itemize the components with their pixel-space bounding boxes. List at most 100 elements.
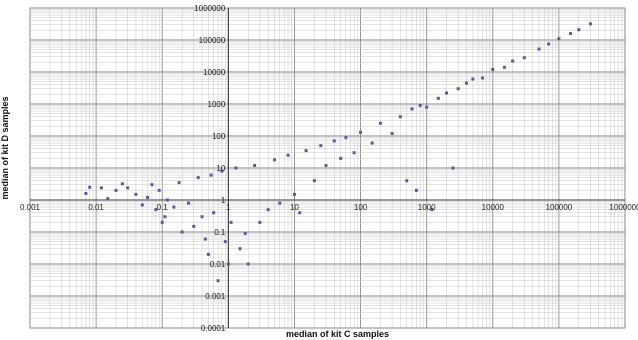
x-tick-label: 1 [226, 203, 231, 212]
scatter-point [352, 151, 356, 155]
x-tick-label: 0.1 [157, 203, 169, 212]
scatter-point [418, 103, 422, 107]
y-tick-label: 10 [216, 164, 225, 173]
scatter-point [344, 135, 348, 139]
scatter-point [359, 130, 363, 134]
scatter-point [220, 169, 224, 173]
scatter-point [234, 166, 238, 170]
scatter-point [226, 262, 230, 266]
scatter-point [196, 176, 200, 180]
scatter-point [502, 65, 506, 69]
scatter-point [172, 205, 176, 209]
scatter-point [414, 188, 418, 192]
scatter-point [88, 185, 92, 189]
scatter-point [134, 192, 138, 196]
scatter-point [547, 42, 551, 46]
scatter-point [266, 208, 270, 212]
data-points [84, 22, 592, 283]
scatter-point [569, 31, 573, 35]
scatter-point [390, 131, 394, 135]
scatter-point [273, 158, 277, 162]
scatter-point [203, 237, 207, 241]
x-tick-label: 100000 [546, 203, 573, 212]
scatter-point [154, 208, 158, 212]
x-tick-label: 1000000 [609, 203, 638, 212]
scatter-point [451, 166, 455, 170]
y-tick-label: 0.01 [210, 260, 226, 269]
scatter-point [410, 107, 414, 111]
scatter-point [405, 179, 409, 183]
x-tick-label: 10 [290, 203, 299, 212]
scatter-point [471, 77, 475, 81]
axes [30, 8, 625, 328]
scatter-point [319, 144, 323, 148]
scatter-point [209, 173, 213, 177]
scatter-point [312, 179, 316, 183]
scatter-point [253, 163, 257, 167]
scatter-point [246, 262, 250, 266]
scatter-point [177, 181, 181, 185]
y-tick-label: 100000 [199, 36, 226, 45]
scatter-point [430, 208, 434, 212]
scatter-point [150, 183, 154, 187]
scatter-point [114, 188, 118, 192]
y-tick-label: 1000 [208, 100, 226, 109]
scatter-point [84, 191, 88, 195]
scatter-point [286, 153, 290, 157]
scatter-point [339, 156, 343, 160]
scatter-point [216, 279, 220, 283]
scatter-point [522, 56, 526, 60]
scatter-point [212, 211, 216, 215]
scatter-point [126, 186, 130, 190]
scatter-point [378, 121, 382, 125]
scatter-point [146, 195, 150, 199]
scatter-point [464, 81, 468, 85]
y-tick-label: 1 [221, 196, 226, 205]
scatter-point [491, 67, 495, 71]
scatter-point [445, 91, 449, 95]
scatter-point [140, 203, 144, 207]
scatter-point [192, 224, 196, 228]
y-tick-label: 10000 [203, 68, 226, 77]
scatter-point [278, 201, 282, 205]
scatter-point [292, 192, 296, 196]
x-tick-label: 100 [354, 203, 368, 212]
y-tick-label: 1000000 [194, 4, 226, 13]
scatter-point [223, 240, 227, 244]
x-tick-label: 0.01 [88, 203, 104, 212]
x-axis-title: median of kit C samples [286, 329, 389, 339]
scatter-point [243, 231, 247, 235]
scatter-point [258, 220, 262, 224]
scatter-point [120, 182, 124, 186]
scatter-point [187, 201, 191, 205]
scatter-point [456, 87, 460, 91]
x-tick-label: 10000 [482, 203, 505, 212]
scatter-point [398, 115, 402, 119]
scatter-point [157, 188, 161, 192]
scatter-point [238, 247, 242, 251]
scatter-point [99, 186, 103, 190]
scatter-point [425, 105, 429, 109]
x-tick-label: 0.001 [20, 203, 41, 212]
scatter-point [557, 37, 561, 41]
scatter-point [324, 163, 328, 167]
scatter-point [537, 47, 541, 51]
scatter-point [163, 215, 167, 219]
scatter-point [436, 96, 440, 100]
scatter-point [160, 220, 164, 224]
scatter-point [481, 76, 485, 80]
y-tick-label: 100 [212, 132, 226, 141]
scatter-point [165, 198, 169, 202]
scatter-point [200, 215, 204, 219]
scatter-point [577, 28, 581, 32]
scatter-point [370, 141, 374, 145]
y-tick-label: 0.0001 [201, 324, 226, 333]
scatter-point [229, 220, 233, 224]
x-tick-label: 1000 [418, 203, 436, 212]
scatter-point [106, 197, 110, 201]
tick-labels: 0.001 0.01 0.1 1 10 100 1000 10000 100000 1000000… [20, 4, 638, 333]
scatter-point [298, 211, 302, 215]
y-axis-title: median of kit D samples [0, 96, 10, 199]
